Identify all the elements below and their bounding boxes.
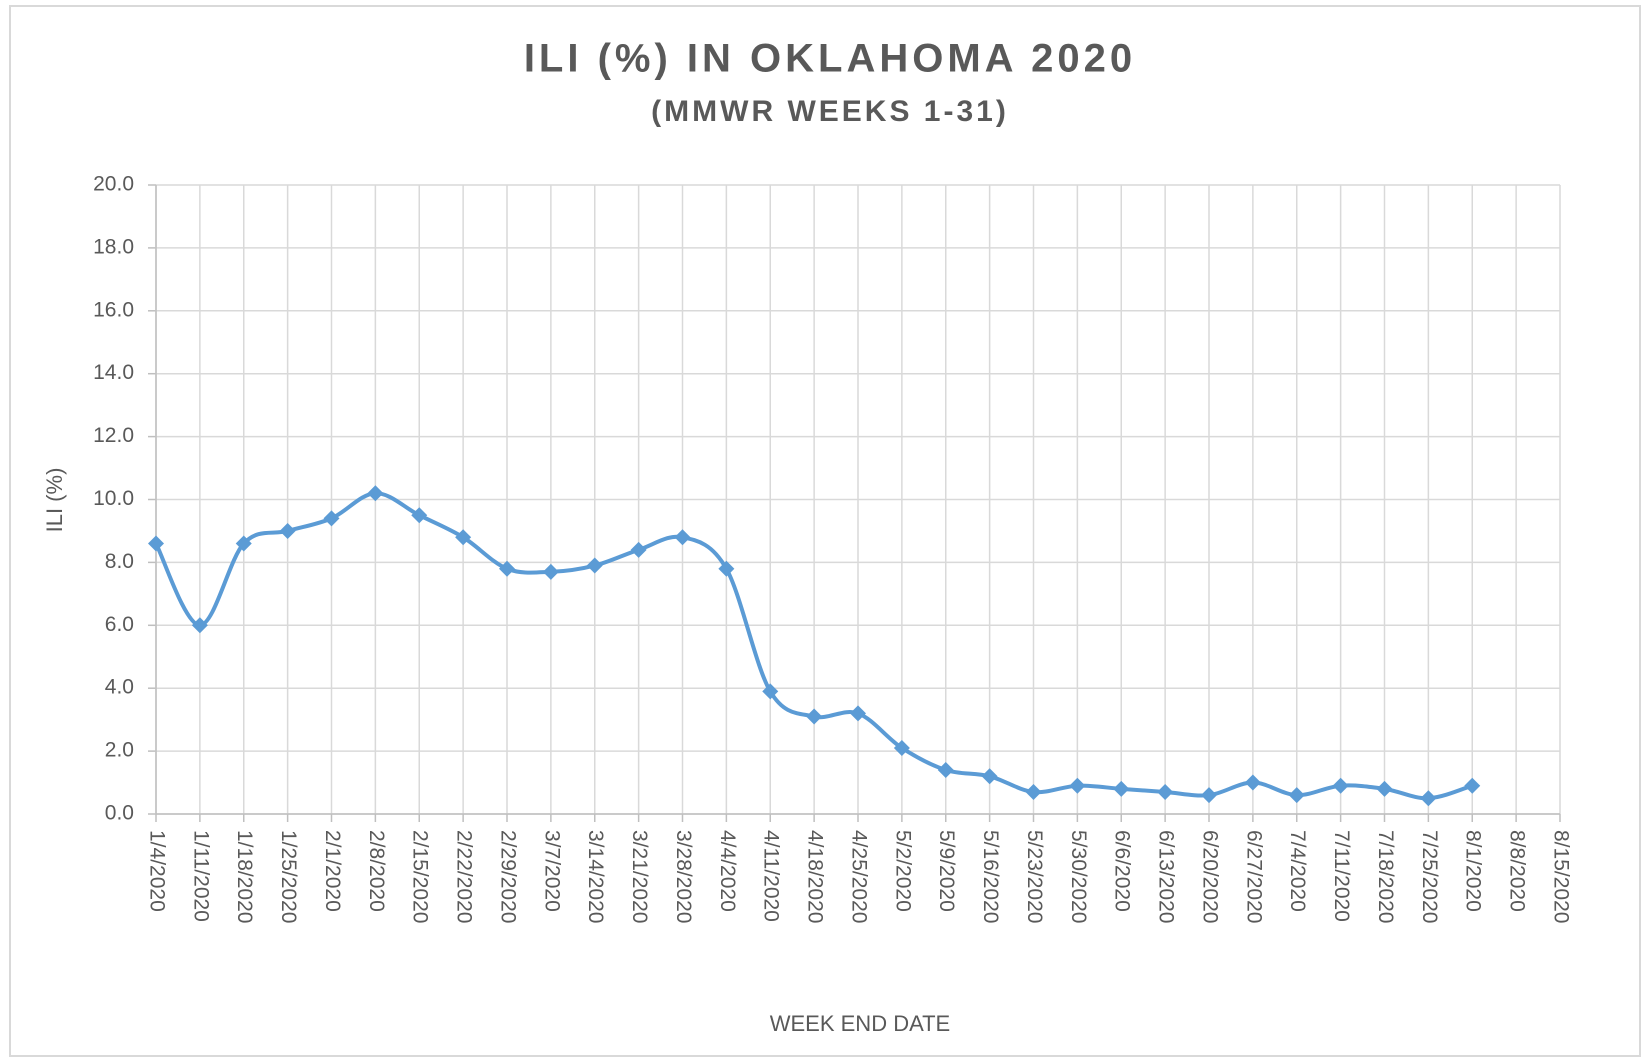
- x-axis-title: WEEK END DATE: [770, 1011, 951, 1036]
- x-tick-label: 3/14/2020: [584, 830, 607, 923]
- data-point: [850, 705, 866, 722]
- x-tick-label: 3/7/2020: [540, 830, 563, 912]
- data-point: [674, 529, 691, 546]
- data-point: [455, 529, 472, 546]
- y-tick-label: 2.0: [105, 739, 134, 762]
- data-point: [981, 768, 998, 785]
- data-point: [542, 563, 559, 580]
- x-tick-label: 6/27/2020: [1242, 830, 1265, 923]
- data-point: [279, 522, 296, 539]
- data-point: [367, 485, 384, 502]
- x-tick-label: 7/11/2020: [1330, 830, 1353, 922]
- x-tick-label: 8/1/2020: [1462, 830, 1485, 912]
- y-tick-label: 12.0: [93, 424, 134, 447]
- x-tick-label: 2/29/2020: [496, 830, 519, 923]
- chart-subtitle: (MMWR WEEKS 1-31): [651, 95, 1009, 128]
- data-point: [411, 507, 428, 524]
- x-tick-label: 4/25/2020: [847, 830, 870, 923]
- x-tick-label: 2/1/2020: [321, 830, 344, 912]
- data-point: [1288, 787, 1305, 804]
- x-tick-label: 2/22/2020: [453, 830, 476, 923]
- x-tick-label: 8/15/2020: [1549, 830, 1572, 923]
- data-point: [1420, 790, 1437, 807]
- data-point: [893, 739, 910, 756]
- x-tick-label: 5/2/2020: [891, 830, 914, 912]
- x-tick-label: 1/18/2020: [233, 830, 256, 923]
- y-axis-title: ILI (%): [42, 468, 67, 533]
- data-point: [586, 557, 603, 574]
- x-tick-label: 7/25/2020: [1418, 830, 1441, 923]
- data-point: [1464, 777, 1481, 794]
- x-tick-label: 1/4/2020: [145, 830, 168, 912]
- data-point: [1201, 787, 1217, 804]
- y-tick-label: 16.0: [93, 298, 134, 321]
- y-tick-label: 18.0: [93, 235, 134, 258]
- data-point: [1069, 777, 1086, 794]
- x-tick-label: 7/4/2020: [1286, 830, 1309, 912]
- x-tick-label: 6/20/2020: [1198, 830, 1221, 923]
- data-point: [806, 708, 823, 725]
- data-point: [1157, 783, 1174, 800]
- y-tick-label: 8.0: [105, 550, 134, 573]
- data-point: [148, 535, 164, 552]
- x-tick-label: 8/8/2020: [1506, 830, 1529, 912]
- y-tick-label: 10.0: [93, 487, 134, 510]
- x-tick-label: 1/11/2020: [189, 830, 212, 922]
- x-tick-label: 7/18/2020: [1374, 830, 1397, 923]
- data-point: [1025, 783, 1042, 800]
- data-point: [1244, 774, 1261, 791]
- x-tick-label: 3/28/2020: [672, 830, 695, 923]
- chart-title: ILI (%) IN OKLAHOMA 2020: [524, 37, 1136, 81]
- data-point: [762, 683, 779, 700]
- x-tick-label: 5/30/2020: [1067, 830, 1090, 923]
- data-point: [499, 560, 515, 577]
- x-tick-label: 5/9/2020: [935, 830, 958, 912]
- data-point: [323, 510, 340, 527]
- data-point: [1113, 780, 1130, 797]
- x-tick-label: 5/16/2020: [979, 830, 1002, 923]
- x-tick-label: 3/21/2020: [628, 830, 651, 923]
- data-point: [718, 560, 735, 577]
- data-point: [191, 617, 208, 634]
- data-point: [235, 535, 252, 552]
- x-tick-label: 2/15/2020: [409, 830, 432, 923]
- x-tick-label: 6/6/2020: [1111, 830, 1134, 912]
- x-tick-label: 4/18/2020: [804, 830, 827, 923]
- data-point: [1376, 780, 1393, 797]
- x-tick-label: 5/23/2020: [1023, 830, 1046, 923]
- y-tick-label: 14.0: [93, 361, 134, 384]
- x-tick-label: 2/8/2020: [365, 830, 388, 912]
- y-tick-label: 20.0: [93, 173, 134, 196]
- y-tick-label: 0.0: [105, 802, 134, 825]
- data-point: [937, 761, 954, 778]
- data-point: [1332, 777, 1349, 794]
- x-tick-label: 6/13/2020: [1155, 830, 1178, 923]
- data-point: [630, 541, 647, 558]
- x-tick-label: 4/4/2020: [716, 830, 739, 912]
- y-tick-label: 6.0: [105, 613, 134, 636]
- y-tick-label: 4.0: [105, 676, 134, 699]
- x-tick-label: 4/11/2020: [760, 830, 783, 922]
- x-tick-label: 1/25/2020: [277, 830, 300, 923]
